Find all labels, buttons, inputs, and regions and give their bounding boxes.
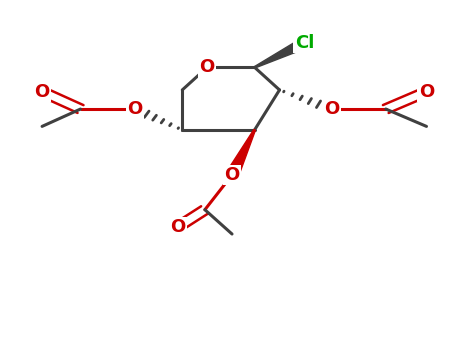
Text: O: O xyxy=(127,100,142,118)
Text: O: O xyxy=(324,100,339,118)
Polygon shape xyxy=(226,130,255,177)
Text: O: O xyxy=(35,83,50,101)
Text: O: O xyxy=(224,166,240,184)
Polygon shape xyxy=(254,38,308,68)
Text: Cl: Cl xyxy=(295,34,314,52)
Text: O: O xyxy=(200,58,215,76)
Text: O: O xyxy=(419,83,434,101)
Text: O: O xyxy=(170,218,185,236)
